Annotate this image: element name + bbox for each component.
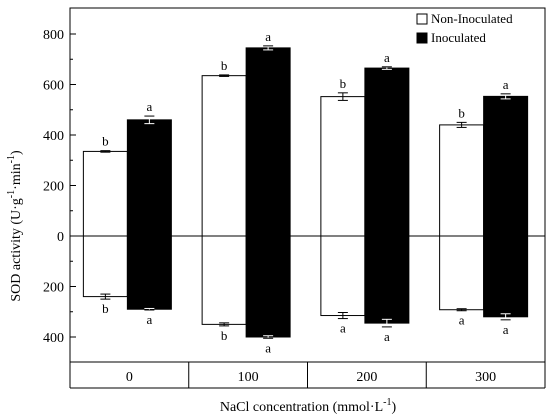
bars-layer: b b b b b a b a a a a a a a a a xyxy=(82,29,529,355)
legend-swatch-inoculated xyxy=(416,32,428,44)
significance-letter: a xyxy=(146,99,152,114)
x-tick-label: 0 xyxy=(126,370,133,385)
significance-letter: a xyxy=(459,313,465,328)
bar xyxy=(245,47,291,338)
legend-label-inoculated: Inoculated xyxy=(431,30,486,45)
y-tick-label: 0 xyxy=(57,230,64,245)
significance-letter: b xyxy=(221,328,228,343)
x-axis-label: NaCl concentration (mmol·L-1) xyxy=(220,397,397,415)
bar xyxy=(483,95,529,318)
legend: Non-Inoculated Inoculated xyxy=(416,11,513,45)
significance-letter: b xyxy=(340,76,347,91)
x-axis-label-main: NaCl concentration (mmol·L xyxy=(220,400,383,415)
legend-swatch-non-inoculated xyxy=(416,13,428,25)
y-tick-label: 400 xyxy=(43,331,64,346)
bar xyxy=(126,119,172,310)
y-axis-label-sup1: -1 xyxy=(6,190,17,198)
y-axis-label-main: SOD activity (U·g xyxy=(9,198,24,301)
y-tick-label: 200 xyxy=(43,281,64,296)
legend-label-non-inoculated: Non-Inoculated xyxy=(431,11,513,26)
significance-letter: b xyxy=(102,134,109,149)
bar xyxy=(364,67,410,324)
significance-letter: a xyxy=(503,77,509,92)
x-axis-label-sup: -1 xyxy=(383,397,391,408)
significance-letter: a xyxy=(384,50,390,65)
significance-letter: a xyxy=(265,29,271,44)
significance-letter: b xyxy=(458,105,465,120)
y-axis-label-tail: ) xyxy=(9,150,24,155)
x-tick-label: 300 xyxy=(475,370,496,385)
x-axis-label-tail: ) xyxy=(391,400,396,415)
x-tick-label: 200 xyxy=(356,370,377,385)
bar xyxy=(201,75,247,325)
y-tick-label: 800 xyxy=(43,28,64,43)
significance-letter: a xyxy=(146,312,152,327)
y-tick-label: 200 xyxy=(43,180,64,195)
y-tick-label: 600 xyxy=(43,79,64,94)
significance-letter: a xyxy=(384,329,390,344)
significance-letter: b xyxy=(221,58,228,73)
bar xyxy=(82,150,128,298)
significance-letter: a xyxy=(265,340,271,355)
significance-letter: a xyxy=(503,322,509,337)
bar xyxy=(320,96,366,317)
x-tick-label: 100 xyxy=(238,370,259,385)
y-axis-label-sup2: -1 xyxy=(6,155,17,163)
y-axis-label-mid: ·min xyxy=(9,163,24,189)
y-axis-label: SOD activity (U·g-1·min-1) xyxy=(6,150,24,302)
axes-layer: 400 200 0 200 400 600 800 0 100 200 300 xyxy=(43,7,546,389)
y-tick-label: 400 xyxy=(43,129,64,144)
significance-letter: b xyxy=(102,301,109,316)
significance-letter: a xyxy=(340,321,346,336)
bar xyxy=(439,124,485,311)
